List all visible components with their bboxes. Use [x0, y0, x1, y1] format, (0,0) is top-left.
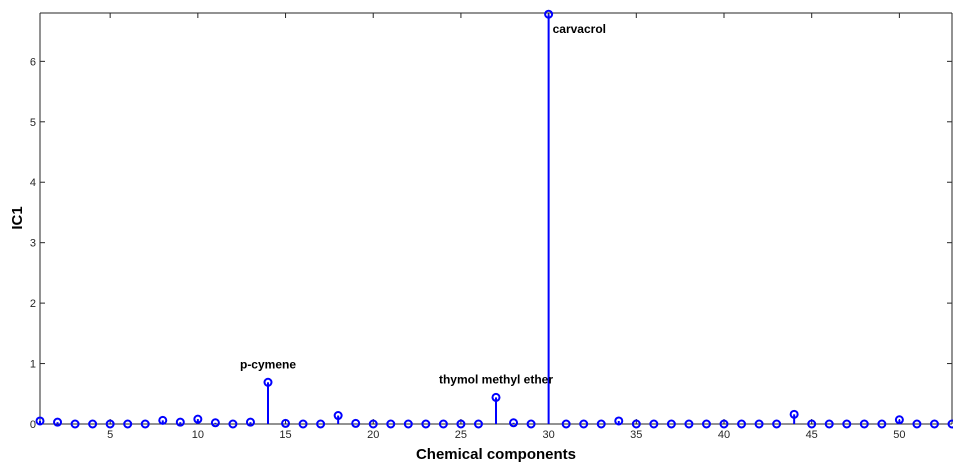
stem-marker — [509, 418, 519, 428]
stems — [39, 14, 901, 424]
stem-marker — [403, 419, 413, 429]
stem-marker — [281, 418, 291, 428]
x-tick-label: 45 — [806, 429, 818, 441]
annotations: carvacrol p-cymene thymol methyl ether — [240, 22, 606, 386]
stem-marker — [228, 419, 238, 429]
y-tick-label: 0 — [30, 419, 36, 431]
stem-marker — [210, 418, 220, 428]
plot-area — [40, 13, 952, 424]
stem-marker — [298, 419, 308, 429]
y-tick-label: 6 — [30, 56, 36, 68]
x-tick-label: 25 — [455, 429, 467, 441]
annotation-label: thymol methyl ether — [439, 372, 553, 386]
y-tick-label: 1 — [30, 359, 36, 371]
x-tick-label: 15 — [279, 429, 291, 441]
stem-marker — [614, 416, 624, 426]
stem-marker — [245, 417, 255, 427]
stem-marker — [368, 419, 378, 429]
stem-marker — [579, 419, 589, 429]
stem-marker — [842, 419, 852, 429]
stem-marker — [544, 9, 554, 19]
stem-marker — [263, 377, 273, 387]
stem-marker — [88, 419, 98, 429]
stem-marker — [526, 419, 536, 429]
stem-marker — [719, 419, 729, 429]
stem-marker — [631, 419, 641, 429]
stem-marker — [737, 419, 747, 429]
stem-marker — [596, 419, 606, 429]
stem-marker — [158, 415, 168, 425]
stem-marker — [35, 416, 45, 426]
x-tick-label: 20 — [367, 429, 379, 441]
x-tick-label: 40 — [718, 429, 730, 441]
stem-marker — [789, 409, 799, 419]
stem-marker — [684, 419, 694, 429]
y-tick-label: 3 — [30, 238, 36, 250]
stem-marker — [123, 419, 133, 429]
stem-marker — [807, 419, 817, 429]
stem-marker — [561, 419, 571, 429]
stem-marker — [912, 419, 922, 429]
stem-marker — [438, 419, 448, 429]
markers — [35, 9, 953, 429]
stem-marker — [386, 419, 396, 429]
stem-marker — [70, 419, 80, 429]
stem-marker — [491, 392, 501, 402]
stem-marker — [53, 417, 63, 427]
y-axis-title: IC1 — [9, 206, 26, 229]
stem-marker — [175, 417, 185, 427]
annotation-label: p-cymene — [240, 357, 296, 371]
stem-marker — [351, 418, 361, 428]
stem-marker — [421, 419, 431, 429]
stem-marker — [456, 419, 466, 429]
x-tick-label: 35 — [630, 429, 642, 441]
x-tick-label: 10 — [192, 429, 204, 441]
stem-marker — [193, 414, 203, 424]
stem-marker — [772, 419, 782, 429]
stem-marker — [824, 419, 834, 429]
x-tick-label: 30 — [542, 429, 554, 441]
x-tick-label: 5 — [107, 429, 113, 441]
y-tick-label: 5 — [30, 117, 36, 129]
stem-marker — [649, 419, 659, 429]
stem-marker — [894, 415, 904, 425]
x-tick-label: 50 — [893, 429, 905, 441]
stem-marker — [701, 419, 711, 429]
stem-marker — [473, 419, 483, 429]
stem-marker — [316, 419, 326, 429]
stem-marker — [666, 419, 676, 429]
annotation-label: carvacrol — [553, 22, 606, 36]
x-axis-title: Chemical components — [416, 446, 576, 463]
stem-marker — [140, 419, 150, 429]
stem-marker — [947, 419, 953, 429]
y-tick-label: 4 — [30, 177, 36, 189]
y-tick-label: 2 — [30, 298, 36, 310]
stem-marker — [859, 419, 869, 429]
stem-marker — [105, 419, 115, 429]
stem-marker — [754, 419, 764, 429]
stem-marker — [877, 419, 887, 429]
stem-marker — [333, 411, 343, 421]
stem-marker — [929, 419, 939, 429]
